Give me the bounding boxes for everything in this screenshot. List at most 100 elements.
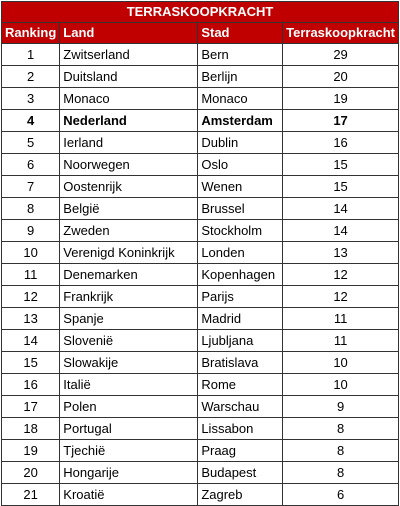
cell-ranking: 11	[0, 263, 61, 286]
table-row: 21 Kroatië Zagreb 6	[0, 483, 399, 506]
cell-stad: Zagreb	[197, 483, 284, 506]
cell-stad: Lissabon	[197, 417, 284, 440]
cell-land: Denemarken	[59, 263, 199, 286]
cell-stad: Monaco	[197, 87, 284, 110]
table-row: 13 Spanje Madrid 11	[0, 307, 399, 330]
cell-stad: Oslo	[197, 153, 284, 176]
cell-terraskoopkracht: 20	[282, 65, 399, 88]
cell-terraskoopkracht: 12	[282, 285, 399, 308]
cell-ranking: 7	[0, 175, 61, 198]
cell-ranking: 21	[0, 483, 61, 506]
cell-land: Slowakije	[59, 351, 199, 374]
cell-land: Spanje	[59, 307, 199, 330]
cell-stad: Dublin	[197, 131, 284, 154]
table-row: 4 Nederland Amsterdam 17	[0, 109, 399, 132]
cell-stad: Parijs	[197, 285, 284, 308]
cell-terraskoopkracht: 14	[282, 197, 399, 220]
cell-terraskoopkracht: 14	[282, 219, 399, 242]
table-row: 19 Tjechië Praag 8	[0, 439, 399, 462]
cell-stad: Rome	[197, 373, 284, 396]
cell-stad: Berlijn	[197, 65, 284, 88]
cell-ranking: 12	[0, 285, 61, 308]
table-row: 18 Portugal Lissabon 8	[0, 417, 399, 440]
table-row: 8 België Brussel 14	[0, 197, 399, 220]
cell-terraskoopkracht: 11	[282, 307, 399, 330]
cell-stad: Ljubljana	[197, 329, 284, 352]
cell-land: Verenigd Koninkrijk	[59, 241, 199, 264]
cell-land: Zweden	[59, 219, 199, 242]
cell-land: Duitsland	[59, 65, 199, 88]
table-row: 12 Frankrijk Parijs 12	[0, 285, 399, 308]
cell-terraskoopkracht: 8	[282, 461, 399, 484]
cell-stad: Stockholm	[197, 219, 284, 242]
cell-ranking: 18	[0, 417, 61, 440]
cell-terraskoopkracht: 17	[282, 109, 399, 132]
cell-ranking: 15	[0, 351, 61, 374]
cell-ranking: 6	[0, 153, 61, 176]
cell-stad: Bern	[197, 43, 284, 66]
table-row: 14 Slovenië Ljubljana 11	[0, 329, 399, 352]
cell-terraskoopkracht: 29	[282, 43, 399, 66]
cell-ranking: 20	[0, 461, 61, 484]
header-ranking: Ranking	[0, 22, 61, 44]
cell-stad: Amsterdam	[197, 109, 284, 132]
table-row: 15 Slowakije Bratislava 10	[0, 351, 399, 374]
cell-terraskoopkracht: 15	[282, 175, 399, 198]
cell-terraskoopkracht: 6	[282, 483, 399, 506]
table-title: TERRASKOOPKRACHT	[1, 1, 399, 23]
cell-terraskoopkracht: 12	[282, 263, 399, 286]
cell-terraskoopkracht: 11	[282, 329, 399, 352]
cell-land: Polen	[59, 395, 199, 418]
table-row: 16 Italië Rome 10	[0, 373, 399, 396]
cell-terraskoopkracht: 15	[282, 153, 399, 176]
cell-land: Kroatië	[59, 483, 199, 506]
cell-land: Slovenië	[59, 329, 199, 352]
cell-ranking: 1	[0, 43, 61, 66]
table-row: 10 Verenigd Koninkrijk Londen 13	[0, 241, 399, 264]
table-row: 2 Duitsland Berlijn 20	[0, 65, 399, 88]
header-stad: Stad	[197, 22, 284, 44]
cell-terraskoopkracht: 9	[282, 395, 399, 418]
cell-ranking: 4	[0, 109, 61, 132]
cell-stad: Wenen	[197, 175, 284, 198]
cell-ranking: 5	[0, 131, 61, 154]
cell-land: Italië	[59, 373, 199, 396]
cell-land: Tjechië	[59, 439, 199, 462]
table-row: 7 Oostenrijk Wenen 15	[0, 175, 399, 198]
cell-terraskoopkracht: 19	[282, 87, 399, 110]
cell-terraskoopkracht: 8	[282, 439, 399, 462]
table-row: 20 Hongarije Budapest 8	[0, 461, 399, 484]
table-body: 1 Zwitserland Bern 29 2 Duitsland Berlijn 20 3 Mo…	[0, 43, 399, 506]
cell-land: Nederland	[59, 109, 199, 132]
header-terraskoopkracht: Terraskoopkracht	[282, 22, 399, 44]
table-title-row: TERRASKOOPKRACHT	[1, 1, 399, 23]
cell-stad: Budapest	[197, 461, 284, 484]
cell-land: België	[59, 197, 199, 220]
cell-land: Noorwegen	[59, 153, 199, 176]
cell-ranking: 8	[0, 197, 61, 220]
table-row: 5 Ierland Dublin 16	[0, 131, 399, 154]
cell-land: Portugal	[59, 417, 199, 440]
cell-ranking: 19	[0, 439, 61, 462]
cell-land: Oostenrijk	[59, 175, 199, 198]
table-row: 1 Zwitserland Bern 29	[0, 43, 399, 66]
cell-ranking: 10	[0, 241, 61, 264]
cell-terraskoopkracht: 8	[282, 417, 399, 440]
cell-ranking: 13	[0, 307, 61, 330]
cell-land: Hongarije	[59, 461, 199, 484]
cell-stad: Kopenhagen	[197, 263, 284, 286]
table-row: 11 Denemarken Kopenhagen 12	[0, 263, 399, 286]
cell-land: Frankrijk	[59, 285, 199, 308]
column-header-row: Ranking Land Stad Terraskoopkracht	[0, 22, 399, 44]
cell-land: Ierland	[59, 131, 199, 154]
cell-ranking: 2	[0, 65, 61, 88]
cell-terraskoopkracht: 10	[282, 373, 399, 396]
cell-stad: Londen	[197, 241, 284, 264]
table-row: 17 Polen Warschau 9	[0, 395, 399, 418]
cell-ranking: 14	[0, 329, 61, 352]
cell-terraskoopkracht: 13	[282, 241, 399, 264]
cell-terraskoopkracht: 10	[282, 351, 399, 374]
cell-ranking: 3	[0, 87, 61, 110]
cell-stad: Warschau	[197, 395, 284, 418]
